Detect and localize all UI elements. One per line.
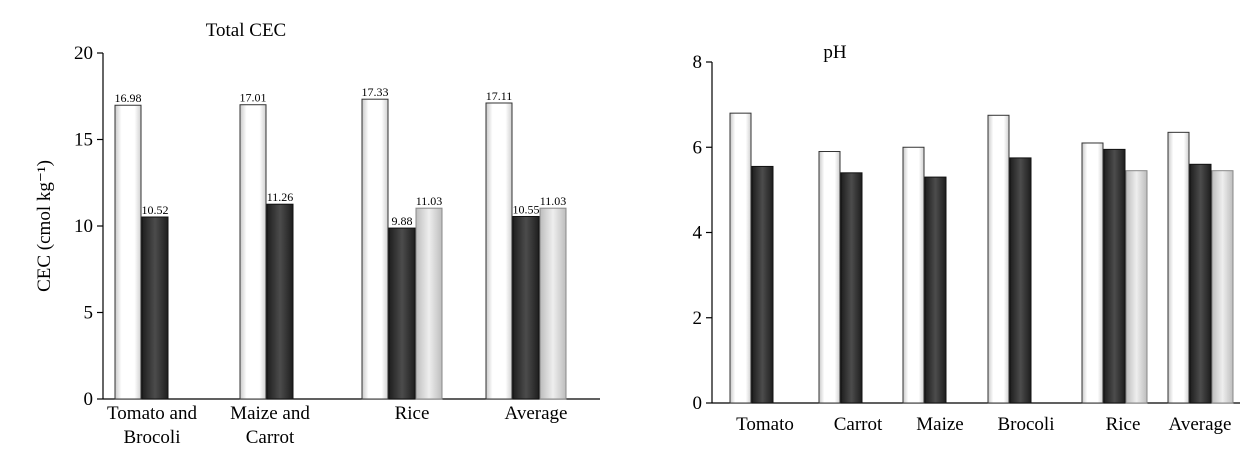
cec-data-label: 16.98 — [115, 91, 142, 105]
cec-category-label: Average — [505, 403, 568, 424]
cec-data-label: 11.03 — [540, 194, 567, 208]
ph-bar — [1103, 148, 1126, 404]
ph-bar — [840, 172, 863, 404]
cec-bar — [388, 227, 416, 400]
ph-ytick-label: 6 — [693, 137, 703, 158]
ph-bar — [902, 146, 925, 404]
ph-chart-title: pH — [823, 42, 847, 63]
ph-ytick-label: 2 — [693, 308, 703, 329]
ph-ytick-label: 0 — [693, 393, 703, 414]
ph-bar — [987, 114, 1010, 404]
cec-bar — [539, 207, 567, 400]
cec-category-label: Brocoli — [124, 427, 181, 448]
ph-category-label: Average — [1169, 414, 1232, 435]
cec-data-label: 17.33 — [362, 85, 389, 99]
ph-bar — [729, 112, 752, 404]
cec-category-label: Maize and — [230, 403, 310, 424]
cec-category-label: Tomato and — [107, 403, 197, 424]
cec-bar — [485, 102, 513, 400]
ph-category-label: Brocoli — [998, 414, 1055, 435]
cec-bar — [415, 207, 443, 400]
cec-bar — [141, 216, 169, 400]
cec-bar — [512, 215, 540, 400]
ph-bar — [1189, 163, 1212, 404]
cec-ytick-label: 10 — [74, 216, 93, 237]
cec-chart-title: Total CEC — [206, 20, 286, 41]
cec-data-label: 11.26 — [267, 190, 294, 204]
cec-ytick-label: 5 — [84, 303, 94, 324]
cec-data-label: 10.52 — [142, 203, 169, 217]
ph-category-label: Rice — [1106, 414, 1141, 435]
cec-data-label: 9.88 — [392, 214, 413, 228]
ph-bar — [1009, 157, 1032, 404]
cec-ytick-label: 15 — [74, 130, 93, 151]
cec-data-label: 17.11 — [486, 89, 513, 103]
cec-category-label: Rice — [395, 403, 430, 424]
cec-ytick-label: 0 — [84, 389, 94, 410]
ph-bar — [818, 151, 841, 404]
cec-bar — [239, 104, 267, 400]
cec-chart: Total CEC CEC (cmol kg⁻¹) 0 5 10 15 20 16.98… — [34, 20, 600, 448]
ph-chart: pH 0 2 4 6 8 Tomato Carrot Maize Brocoli Rice Ave… — [693, 42, 1240, 435]
ph-bar — [751, 165, 774, 404]
ph-category-label: Maize — [916, 414, 963, 435]
cec-bar — [266, 203, 294, 400]
cec-data-label: 17.01 — [240, 91, 267, 105]
ph-ytick-label: 8 — [693, 52, 703, 73]
cec-category-label: Carrot — [246, 427, 295, 448]
cec-y-axis-label: CEC (cmol kg⁻¹) — [34, 160, 55, 292]
cec-bar — [361, 98, 389, 400]
ph-category-label: Tomato — [736, 414, 794, 435]
ph-category-label: Carrot — [834, 414, 883, 435]
cec-data-label: 11.03 — [416, 194, 443, 208]
cec-data-label: 10.55 — [513, 202, 540, 216]
cec-bar — [114, 104, 142, 400]
ph-bar — [924, 176, 947, 404]
cec-ytick-label: 20 — [74, 43, 93, 64]
ph-ytick-label: 4 — [693, 223, 703, 244]
ph-bar — [1081, 142, 1104, 404]
ph-bar — [1211, 170, 1234, 404]
ph-bar — [1167, 131, 1190, 404]
ph-bar — [1125, 170, 1148, 404]
